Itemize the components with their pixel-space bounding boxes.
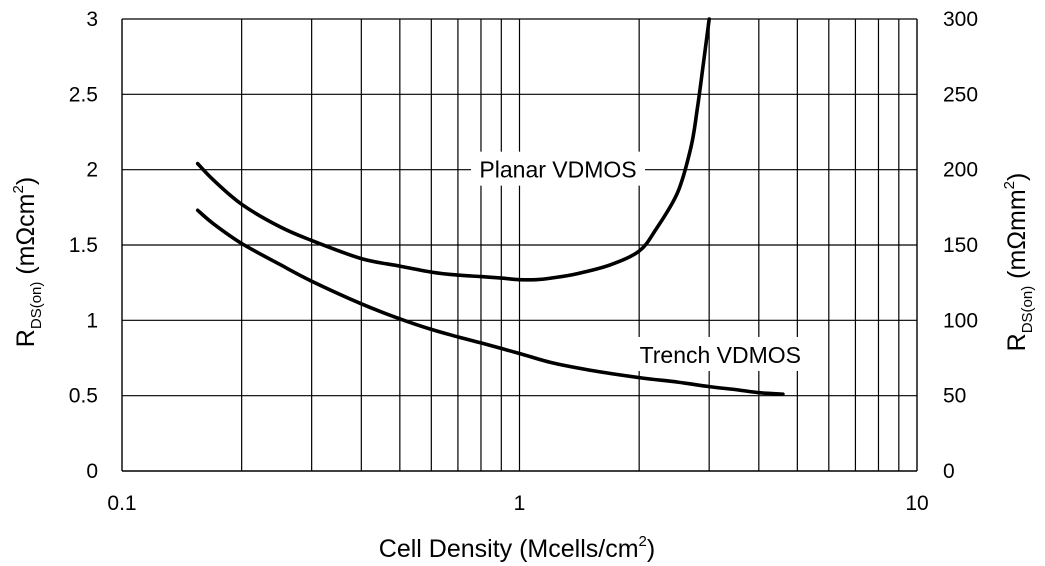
y2-tick-label: 100 <box>943 309 978 332</box>
series-line-trench-vdmos <box>195 208 785 396</box>
y2-tick-label: 0 <box>943 460 955 483</box>
annotation-layer: Planar VDMOS Trench VDMOS <box>471 151 808 371</box>
y2-tick-label: 300 <box>943 8 978 31</box>
series-label: Trench VDMOS <box>640 342 801 368</box>
y-tick-label: 1.5 <box>69 234 98 257</box>
x-axis-title: Cell Density (Mcells/cm2) <box>379 533 655 563</box>
y-tick-label: 0.5 <box>69 385 98 408</box>
series-label: Planar VDMOS <box>479 157 636 183</box>
y2-axis-title: RDS(on) (mΩmm2) <box>1001 173 1036 352</box>
y2-tick-label: 50 <box>943 385 966 408</box>
y-tick-label: 1 <box>86 309 98 332</box>
y-axis-title: RDS(on) (mΩcm2) <box>10 177 45 347</box>
y-tick-label: 2.5 <box>69 83 98 106</box>
y2-tick-label: 200 <box>943 159 978 182</box>
series-line-planar-vdmos <box>195 17 711 282</box>
y2-tick-label: 250 <box>943 83 978 106</box>
y-tick-label: 3 <box>86 8 98 31</box>
y-tick-label: 0 <box>86 460 98 483</box>
grid-lines <box>122 18 917 471</box>
y-tick-label: 2 <box>86 159 98 182</box>
x-tick-label: 1 <box>514 492 526 515</box>
plot-frame <box>121 19 918 472</box>
x-tick-label: 10 <box>905 492 928 515</box>
annotation-background <box>471 151 646 186</box>
x-tick-label: 0.1 <box>107 492 136 515</box>
series-layer <box>195 17 785 396</box>
annotation-background <box>633 336 808 371</box>
y2-tick-label: 150 <box>943 234 978 257</box>
